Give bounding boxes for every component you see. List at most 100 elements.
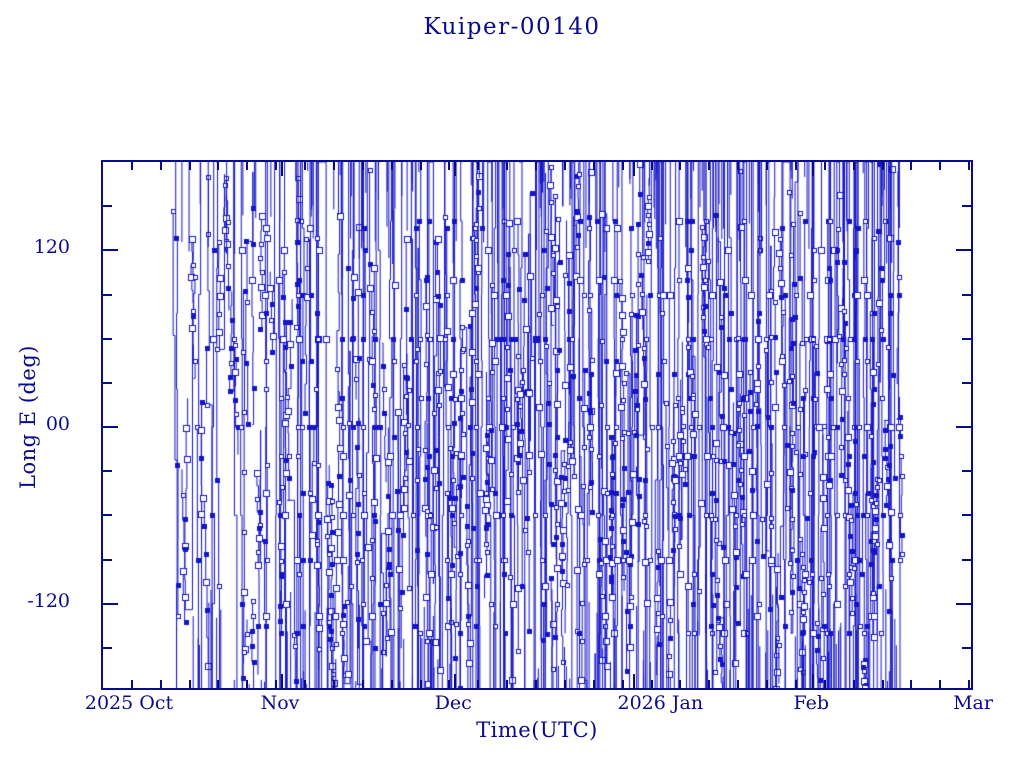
x-minor-tick-top-105 <box>708 162 711 170</box>
y-tick-right-30 <box>962 381 971 384</box>
x-major-tick-top-3 <box>633 162 636 176</box>
y-tick-right--90 <box>962 558 971 561</box>
y-tick-right--120 <box>956 602 971 605</box>
x-minor-tick-100 <box>679 680 682 688</box>
x-major-tick-top-1 <box>281 162 284 176</box>
y-tick-120 <box>103 249 118 252</box>
x-minor-tick-130 <box>852 680 855 688</box>
x-minor-tick-70 <box>506 680 509 688</box>
x-minor-tick-45 <box>361 680 364 688</box>
x-minor-tick-top-20 <box>217 162 220 170</box>
y-tick-90 <box>103 293 112 296</box>
x-major-tick-top-4 <box>812 162 815 176</box>
y-tick--120 <box>103 602 118 605</box>
x-minor-tick-top-70 <box>506 162 509 170</box>
x-minor-tick-top-145 <box>939 162 942 170</box>
y-tick--60 <box>103 514 112 517</box>
y-tick--30 <box>103 470 112 473</box>
y-tick-right-120 <box>956 249 971 252</box>
page-title: Kuiper-00140 <box>423 14 601 40</box>
x-minor-tick-90 <box>621 680 624 688</box>
x-minor-tick-140 <box>910 680 913 688</box>
x-minor-tick-5 <box>130 680 133 688</box>
x-minor-tick-top-140 <box>910 162 913 170</box>
y-tick-right-90 <box>962 293 971 296</box>
x-minor-tick-60 <box>448 680 451 688</box>
chart-data-canvas <box>103 162 971 688</box>
x-minor-tick-50 <box>390 680 393 688</box>
y-tick-right--150 <box>962 646 971 649</box>
x-minor-tick-top-100 <box>679 162 682 170</box>
x-tick-label-2: Dec <box>434 692 472 714</box>
x-minor-tick-80 <box>563 680 566 688</box>
y-tick-right--30 <box>962 470 971 473</box>
x-tick-label-5: Mar <box>953 692 993 714</box>
x-minor-tick-20 <box>217 680 220 688</box>
x-minor-tick-top-50 <box>390 162 393 170</box>
x-minor-tick-top-45 <box>361 162 364 170</box>
y-tick-right-150 <box>962 205 971 208</box>
y-tick-0 <box>103 426 118 428</box>
x-minor-tick-145 <box>939 680 942 688</box>
x-tick-label-0: 2025 Oct <box>84 692 174 714</box>
x-minor-tick-105 <box>708 680 711 688</box>
y-tick-label-120: 120 <box>33 236 70 259</box>
x-minor-tick-35 <box>304 680 307 688</box>
y-tick--150 <box>103 646 112 649</box>
y-tick-60 <box>103 337 112 340</box>
x-minor-tick-75 <box>535 680 538 688</box>
x-minor-tick-top-30 <box>275 162 278 170</box>
y-tick-label--120: -120 <box>27 589 70 612</box>
y-tick-right--60 <box>962 514 971 517</box>
x-major-tick-3 <box>633 674 636 688</box>
x-minor-tick-top-40 <box>332 162 335 170</box>
plot-area <box>101 160 973 690</box>
x-minor-tick-95 <box>650 680 653 688</box>
x-minor-tick-125 <box>823 680 826 688</box>
x-minor-tick-110 <box>737 680 740 688</box>
y-tick-30 <box>103 381 112 384</box>
x-tick-label-4: Feb <box>793 692 830 714</box>
y-tick-right-60 <box>962 337 971 340</box>
x-minor-tick-top-110 <box>737 162 740 170</box>
y-axis-tick-labels: 120 00 -120 <box>0 160 92 690</box>
x-minor-tick-top-95 <box>650 162 653 170</box>
x-minor-tick-top-10 <box>159 162 162 170</box>
x-tick-label-1: Nov <box>260 692 300 714</box>
x-minor-tick-top-35 <box>304 162 307 170</box>
x-minor-tick-top-90 <box>621 162 624 170</box>
x-minor-tick-top-75 <box>535 162 538 170</box>
x-minor-tick-40 <box>332 680 335 688</box>
x-major-tick-4 <box>812 674 815 688</box>
x-minor-tick-top-55 <box>419 162 422 170</box>
x-minor-tick-10 <box>159 680 162 688</box>
x-minor-tick-top-85 <box>592 162 595 170</box>
x-minor-tick-115 <box>766 680 769 688</box>
x-minor-tick-top-115 <box>766 162 769 170</box>
x-minor-tick-top-15 <box>188 162 191 170</box>
x-minor-tick-top-130 <box>852 162 855 170</box>
x-minor-tick-55 <box>419 680 422 688</box>
x-minor-tick-top-150 <box>968 162 971 170</box>
x-minor-tick-top-5 <box>130 162 133 170</box>
x-minor-tick-top-25 <box>246 162 249 170</box>
y-tick--90 <box>103 558 112 561</box>
x-minor-tick-top-135 <box>881 162 884 170</box>
y-tick-150 <box>103 205 112 208</box>
x-minor-tick-135 <box>881 680 884 688</box>
x-minor-tick-top-120 <box>794 162 797 170</box>
x-minor-tick-top-65 <box>477 162 480 170</box>
y-axis-title: Long E (deg) <box>16 345 40 489</box>
x-axis-title: Time(UTC) <box>476 718 598 742</box>
x-minor-tick-25 <box>246 680 249 688</box>
x-minor-tick-150 <box>968 680 971 688</box>
y-tick-right-0 <box>956 426 971 428</box>
x-major-tick-1 <box>281 674 284 688</box>
x-major-tick-top-2 <box>454 162 457 176</box>
x-minor-tick-top-80 <box>563 162 566 170</box>
x-minor-tick-15 <box>188 680 191 688</box>
y-tick-label-0: 00 <box>45 413 70 435</box>
x-tick-label-3: 2026 Jan <box>617 692 704 714</box>
x-minor-tick-65 <box>477 680 480 688</box>
